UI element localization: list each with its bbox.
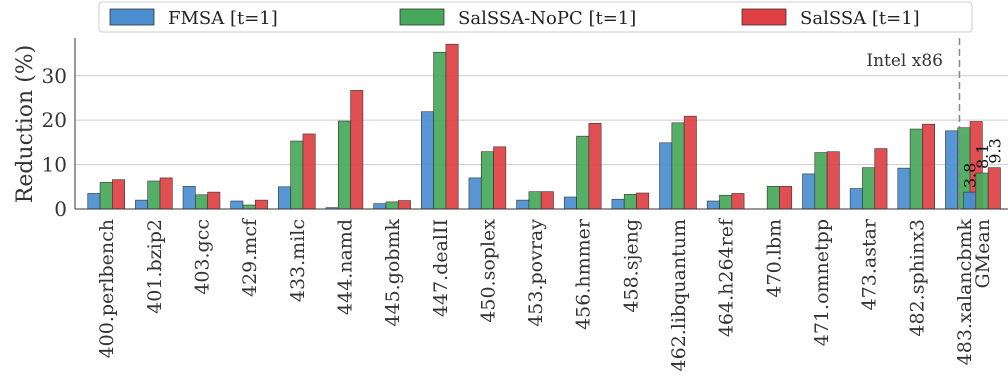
- legend: FMSA [t=1] SalSSA-NoPC [t=1] SalSSA [t=1]: [98, 1, 973, 33]
- bar: [147, 180, 161, 210]
- bar: [337, 120, 351, 210]
- bar: [766, 186, 780, 210]
- bar: [242, 204, 256, 210]
- y-tick-label: 30: [42, 64, 67, 88]
- bar: [849, 188, 863, 210]
- bar: [135, 199, 148, 210]
- x-tick-label: 453.povray: [525, 219, 547, 327]
- x-tick-label: 456.hmmer: [573, 218, 595, 330]
- x-tick-label: 433.milc: [287, 219, 309, 302]
- bar: [814, 152, 828, 210]
- x-tick-label: 444.namd: [334, 219, 356, 315]
- bar: [480, 151, 494, 210]
- bar: [779, 186, 793, 210]
- y-tick-label: 10: [42, 153, 67, 177]
- x-tick-label: 429.mcf: [239, 217, 261, 297]
- bar: [922, 123, 936, 210]
- bar: [719, 194, 733, 210]
- bar: [433, 51, 447, 210]
- bar: [420, 111, 434, 210]
- gmean-bar: [963, 191, 977, 210]
- x-tick-label: 482.sphinx3: [906, 219, 928, 337]
- gmean-value-label: 3.8: [961, 163, 980, 188]
- bar: [636, 192, 650, 210]
- x-tick-label-gmean: GMean: [972, 219, 994, 288]
- x-tick-label: 401.bzip2: [144, 219, 166, 314]
- x-tick-label: 462.libquantum: [668, 219, 690, 371]
- bar: [182, 186, 196, 210]
- bar: [874, 148, 888, 210]
- bar: [207, 191, 221, 210]
- bar: [683, 115, 697, 210]
- bar: [862, 167, 876, 210]
- bar: [195, 194, 208, 210]
- y-tick-label: 20: [42, 108, 67, 132]
- bar: [290, 140, 304, 210]
- y-axis-label: Reduction (%): [13, 45, 38, 204]
- bar: [159, 177, 173, 210]
- x-tick-label: 483.xalancbmk: [954, 219, 976, 366]
- bar: [945, 130, 959, 210]
- y-tick-label: 0: [54, 197, 67, 221]
- bar: [706, 200, 720, 210]
- bar: [99, 182, 113, 210]
- legend-label: SalSSA-NoPC [t=1]: [458, 8, 636, 29]
- bar: [278, 186, 291, 210]
- bar: [659, 142, 673, 210]
- bar: [563, 196, 577, 210]
- bar: [909, 128, 923, 210]
- bar: [373, 203, 387, 210]
- x-tick-label: 447.dealII: [430, 219, 452, 317]
- bar: [897, 167, 911, 210]
- bar: [802, 173, 816, 210]
- bar: [468, 177, 482, 210]
- bar: [528, 191, 542, 210]
- bar: [112, 179, 125, 210]
- bar: [255, 199, 268, 210]
- x-tick-label: 403.gcc: [192, 219, 214, 295]
- legend-swatch: [109, 8, 155, 26]
- bar: [671, 122, 685, 210]
- x-tick-label: 470.lbm: [763, 219, 785, 298]
- legend-swatch: [399, 8, 445, 26]
- legend-swatch: [741, 8, 787, 26]
- x-tick-label: 450.soplex: [477, 219, 499, 323]
- bar: [588, 122, 602, 210]
- bar: [350, 90, 364, 210]
- bar: [302, 133, 316, 210]
- bar: [611, 198, 625, 210]
- axes: [74, 38, 1008, 210]
- platform-annotation: Intel x86: [866, 51, 943, 71]
- bar: [493, 146, 507, 210]
- bar: [623, 194, 637, 210]
- bar: [540, 191, 554, 210]
- bar: [576, 135, 590, 210]
- bar: [516, 199, 530, 210]
- x-tick-label: 471.omnetpp: [811, 219, 833, 346]
- x-tick-label: 473.astar: [859, 218, 881, 310]
- tick-labels: 0 10 20 30 400.perlbench 401.bzip2 403.gcc 429.…: [42, 64, 1005, 372]
- bar: [397, 200, 411, 210]
- gmean-value-label: 8.1: [973, 144, 992, 169]
- bar: [826, 151, 840, 210]
- bars: [87, 43, 1001, 210]
- bar: [731, 193, 745, 210]
- bar: [385, 201, 399, 210]
- bar: [445, 43, 459, 210]
- bar: [230, 200, 244, 210]
- gmean-value-label: 9.3: [985, 138, 1004, 163]
- grid-lines: [75, 75, 1008, 166]
- bar: [87, 193, 101, 210]
- x-tick-label: 400.perlbench: [96, 219, 118, 358]
- legend-label: SalSSA [t=1]: [800, 8, 920, 29]
- x-tick-label: 458.sjeng: [620, 219, 642, 313]
- legend-label: FMSA [t=1]: [168, 8, 278, 29]
- gmean-bar: [987, 167, 1001, 210]
- x-tick-label: 445.gobmk: [382, 219, 404, 327]
- x-tick-label: 464.h264ref: [716, 217, 738, 337]
